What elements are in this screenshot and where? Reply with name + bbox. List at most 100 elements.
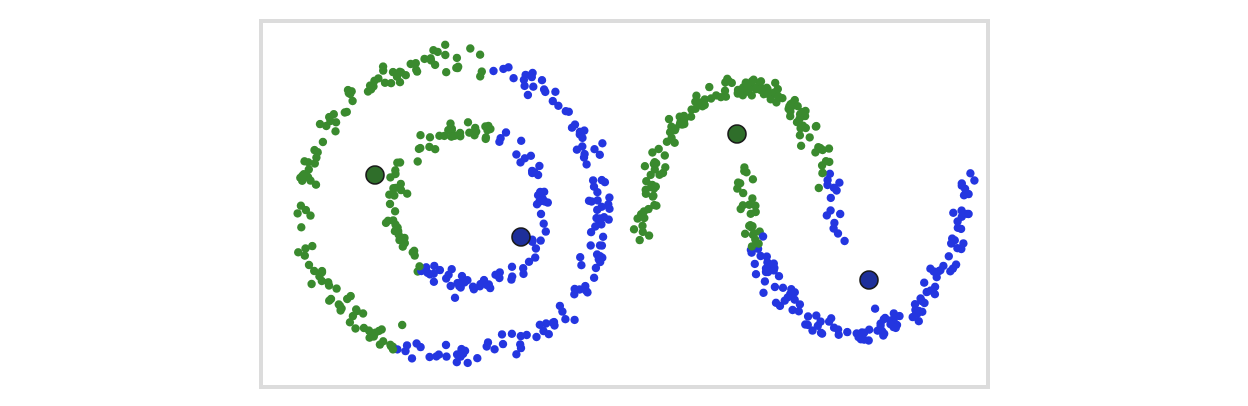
blue-point <box>501 128 511 137</box>
blue-point <box>527 166 537 176</box>
blue-point <box>920 298 929 308</box>
blue-point <box>870 304 880 313</box>
blue-point <box>761 267 771 277</box>
blue-point <box>598 232 608 241</box>
blue-point <box>808 326 817 335</box>
blue-point <box>959 191 969 200</box>
blue-point <box>595 150 604 159</box>
green-point <box>749 229 759 238</box>
green-point <box>638 221 647 230</box>
blue-point <box>516 340 525 349</box>
blue-point <box>794 307 803 316</box>
blue-point <box>497 330 507 339</box>
green-point <box>475 50 485 59</box>
green-point <box>324 281 334 290</box>
blue-point <box>756 251 765 261</box>
blue-point <box>751 270 761 279</box>
green-point <box>658 168 668 178</box>
blue-point <box>895 311 904 321</box>
green-point <box>312 153 321 162</box>
blue-point <box>586 241 595 250</box>
blue-centroid <box>859 270 879 290</box>
blue-point <box>760 277 770 286</box>
blue-point <box>509 74 518 83</box>
green-point <box>390 207 400 216</box>
green-point <box>795 131 805 140</box>
blue-point <box>482 342 491 351</box>
blue-point <box>586 228 596 237</box>
blue-point <box>946 267 955 276</box>
blue-point <box>840 236 849 246</box>
blue-point <box>970 176 979 185</box>
green-point <box>301 244 310 253</box>
green-point <box>298 171 307 180</box>
blue-point <box>825 169 835 178</box>
green-point <box>416 143 425 153</box>
blue-point <box>486 283 495 293</box>
green-point <box>814 183 823 193</box>
green-point <box>743 80 752 89</box>
green-point <box>396 185 406 195</box>
blue-point <box>527 72 536 82</box>
green-point <box>300 251 309 260</box>
green-centroid <box>365 165 385 185</box>
green-point <box>452 53 462 63</box>
green-point <box>642 177 651 186</box>
green-point <box>747 242 757 251</box>
blue-point <box>578 133 587 143</box>
blue-point <box>949 208 958 217</box>
blue-point <box>598 139 607 148</box>
blue-point <box>473 354 482 363</box>
blue-point <box>826 193 835 203</box>
blue-point <box>816 328 826 337</box>
blue-point <box>529 82 538 91</box>
green-point <box>326 116 335 126</box>
blue-point <box>499 64 508 74</box>
green-point <box>670 138 679 147</box>
green-point <box>644 231 654 240</box>
blue-point <box>463 276 472 285</box>
blue-point <box>531 253 540 262</box>
blue-point <box>587 197 596 206</box>
green-point <box>748 175 758 184</box>
green-point <box>466 44 475 53</box>
green-point <box>317 276 326 286</box>
green-point <box>351 324 360 333</box>
green-point <box>739 188 748 198</box>
blue-point <box>926 286 935 295</box>
blue-point <box>953 217 962 226</box>
blue-point <box>468 282 478 291</box>
blue-point <box>429 277 439 286</box>
green-point <box>811 148 820 157</box>
blue-point <box>452 358 461 367</box>
blue-point <box>490 345 499 354</box>
green-point <box>390 191 399 200</box>
green-point <box>463 118 473 127</box>
green-point <box>331 127 340 136</box>
blue-point <box>588 176 598 185</box>
blue-point <box>495 137 504 146</box>
green-point <box>345 318 355 327</box>
green-point <box>307 279 316 289</box>
green-point <box>332 284 341 293</box>
green-point <box>386 79 396 88</box>
green-point <box>403 189 412 198</box>
blue-point <box>605 193 614 202</box>
blue-point <box>589 273 599 282</box>
green-point <box>294 248 303 257</box>
blue-point <box>835 178 844 187</box>
green-point <box>390 227 400 236</box>
blue-point <box>570 290 579 299</box>
blue-point <box>512 350 521 359</box>
blue-point <box>544 330 553 339</box>
green-point <box>700 100 709 110</box>
green-point <box>691 104 700 114</box>
green-point <box>426 56 436 65</box>
green-point <box>308 241 317 251</box>
blue-point <box>516 158 525 167</box>
green-point <box>641 185 650 194</box>
blue-point <box>823 175 832 185</box>
blue-point <box>535 161 544 171</box>
green-point <box>812 121 821 131</box>
green-point <box>801 123 810 133</box>
